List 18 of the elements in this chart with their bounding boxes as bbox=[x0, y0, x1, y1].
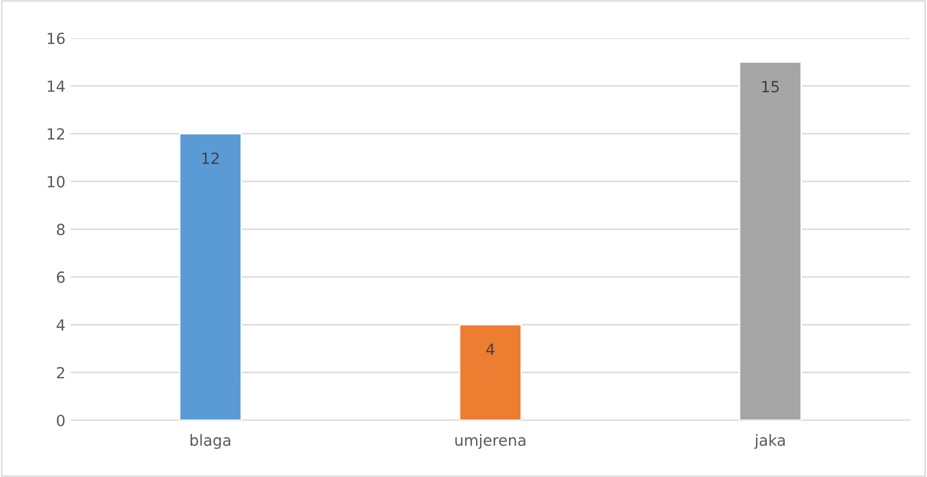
y-tick-label: 10 bbox=[48, 176, 65, 188]
data-label: 15 bbox=[762, 81, 779, 92]
data-label: 4 bbox=[486, 344, 494, 355]
y-tick-label: 16 bbox=[48, 32, 65, 44]
y-tick-label: 2 bbox=[56, 366, 64, 378]
data-label: 12 bbox=[202, 152, 219, 164]
bar bbox=[458, 324, 522, 420]
y-tick-label: 0 bbox=[56, 414, 65, 426]
y-tick-label: 12 bbox=[48, 128, 64, 140]
y-tick-label: 8 bbox=[56, 224, 65, 236]
x-tick-label: jaka bbox=[754, 434, 785, 449]
y-tick-label: 14 bbox=[48, 80, 65, 92]
bar bbox=[178, 132, 242, 420]
y-tick-label: 4 bbox=[56, 319, 65, 331]
x-tick-label: blaga bbox=[190, 434, 230, 449]
y-tick-label: 6 bbox=[56, 271, 65, 283]
x-tick-label: umjerena bbox=[455, 434, 526, 449]
bar bbox=[738, 61, 802, 420]
